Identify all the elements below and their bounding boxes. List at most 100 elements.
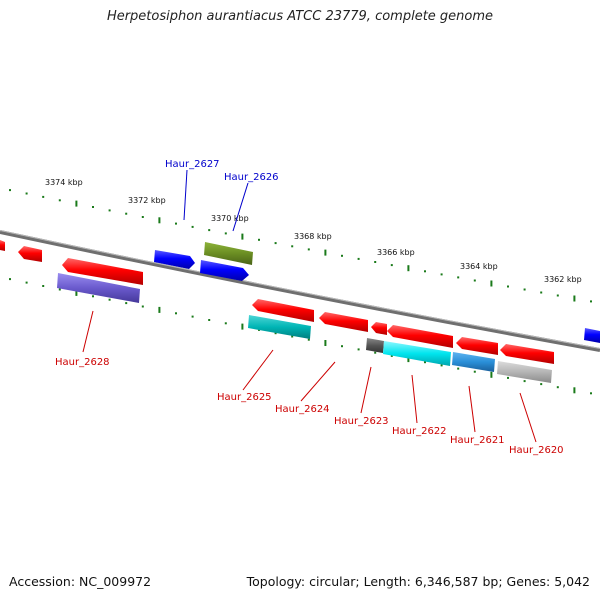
gene-haur-2626[interactable] [200,260,249,281]
minor-tick [424,270,426,273]
gene-label-haur-2626[interactable]: Haur_2626 [224,172,279,183]
minor-tick [125,212,128,215]
gene-haur-2627[interactable] [154,250,195,269]
minor-tick [208,229,211,232]
minor-tick [357,257,360,260]
major-tick [158,306,161,313]
gene-haur-2625[interactable] [248,315,311,339]
minor-tick [9,278,11,281]
gene-haur-2621-red[interactable] [456,337,498,355]
map-title: Herpetosiphon aurantiacus ATCC 23779, co… [106,9,494,24]
kbp-label-3366: 3366 kbp [377,248,415,257]
gene-label-haur-2628[interactable]: Haur_2628 [55,357,110,368]
minor-tick [540,383,543,386]
minor-tick [341,345,343,348]
major-tick [490,371,493,378]
gene-label-haur-2621[interactable]: Haur_2621 [450,435,505,446]
major-tick [241,323,244,330]
minor-tick [357,348,360,351]
minor-tick [42,195,45,198]
minor-tick [440,364,443,367]
minor-tick [374,351,377,354]
major-tick [75,289,78,296]
gene-haur-2623-red[interactable] [371,322,387,335]
leader-haur-2621 [468,385,476,433]
gene-label-haur-2625[interactable]: Haur_2625 [217,392,272,403]
gene-label-haur-2620[interactable]: Haur_2620 [509,445,564,456]
minor-tick [590,300,592,303]
gene-label-haur-2627[interactable]: Haur_2627 [165,159,220,170]
leader-haur-2620 [519,392,537,443]
minor-tick [274,242,277,245]
minor-tick [141,216,144,218]
forward-features [0,240,600,343]
leader-haur-2623 [360,366,372,414]
minor-tick [540,291,543,294]
minor-tick [457,367,460,370]
minor-tick [141,305,144,308]
major-tick [407,356,410,363]
minor-tick [440,273,443,276]
minor-tick [58,199,61,202]
minor-tick [390,264,393,267]
gene-haur-2622[interactable] [383,341,451,366]
kbp-label-3370: 3370 kbp [211,214,249,223]
leader-haur-2628 [82,310,94,353]
minor-tick [523,288,526,291]
leader-lines [82,169,537,443]
minor-tick [556,294,559,297]
gene-feature[interactable] [584,328,600,343]
minor-tick [224,232,227,235]
gene-haur-2622-red[interactable] [387,325,453,348]
major-tick [75,200,78,207]
minor-tick [175,312,177,315]
genome-backbone-highlight [0,230,600,349]
minor-tick [108,209,111,212]
minor-tick [390,354,393,357]
gene-haur-2624[interactable] [319,312,368,332]
gene-feature[interactable] [18,246,42,262]
minor-tick [341,254,343,257]
kbp-label-3374: 3374 kbp [45,178,83,187]
minor-tick [307,248,310,251]
gene-haur-2628[interactable] [57,273,140,303]
minor-tick [523,380,526,383]
minor-tick [42,285,45,287]
gene-haur-2620[interactable] [497,361,552,383]
minor-tick [307,338,310,341]
reverse-features [18,246,554,383]
minor-tick [175,222,177,225]
major-tick [324,340,327,346]
minor-tick [92,206,94,208]
minor-tick [9,189,11,192]
gene-haur-2620-red[interactable] [500,344,554,364]
minor-tick [457,276,460,279]
leader-haur-2626 [232,182,249,232]
lower-tick-track [9,278,592,395]
genome-summary-text: Topology: circular; Length: 6,346,587 bp… [246,574,590,589]
minor-tick [473,279,476,282]
major-tick [158,217,161,224]
minor-tick [224,322,227,325]
gene-haur-2626-olive[interactable] [204,242,253,265]
gene-label-haur-2623[interactable]: Haur_2623 [334,416,389,427]
minor-tick [424,361,426,364]
gene-haur-2621[interactable] [452,352,495,372]
gene-haur-2628-red[interactable] [62,258,143,285]
minor-tick [58,288,61,291]
minor-tick [258,238,260,241]
minor-tick [274,332,277,335]
upper-tick-track [9,189,592,303]
gene-label-haur-2622[interactable]: Haur_2622 [392,426,447,437]
gene-haur-2625-red[interactable] [252,299,314,322]
gene-feature[interactable] [0,240,5,251]
minor-tick [208,319,211,321]
major-tick [241,233,244,240]
leader-haur-2624 [300,361,336,402]
kbp-label-3372: 3372 kbp [128,196,166,205]
minor-tick [374,261,377,263]
gene-label-haur-2624[interactable]: Haur_2624 [275,404,330,415]
minor-tick [291,245,294,248]
kbp-label-3364: 3364 kbp [460,262,498,271]
gene-haur-2623[interactable] [366,338,384,353]
